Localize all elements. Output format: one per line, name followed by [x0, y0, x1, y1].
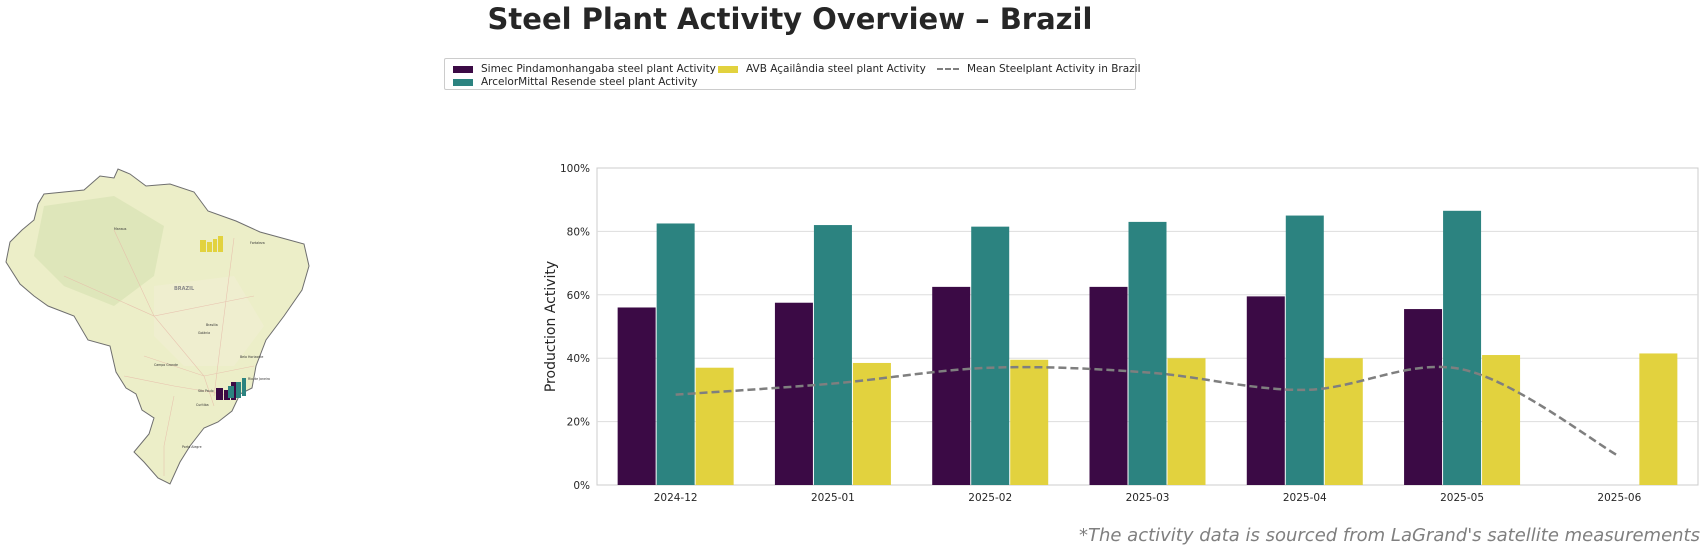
brazil-map: BRAZIL Manaus Fortaleza Brasília Goiânia… — [4, 166, 312, 486]
legend-item: Simec Pindamonhangaba steel plant Activi… — [453, 63, 716, 75]
chart-title: Steel Plant Activity Overview – Brazil — [487, 2, 1093, 36]
legend-item: AVB Açailândia steel plant Activity — [718, 63, 926, 75]
bar — [1089, 286, 1128, 485]
x-tick-label: 2025-03 — [1126, 492, 1170, 504]
x-tick-label: 2025-01 — [811, 492, 855, 504]
bar-chart: 0% 20% 40% 60% 80% 100% 2024-12 2025-01 2025-02 2… — [543, 163, 1699, 504]
legend-item: Mean Steelplant Activity in Brazil — [937, 63, 1141, 75]
bar — [695, 367, 734, 485]
bar — [656, 223, 695, 485]
bar — [1639, 353, 1678, 485]
bar — [852, 362, 891, 485]
mean-activity-line — [675, 365, 1620, 458]
bar — [1324, 358, 1363, 485]
bar — [617, 307, 656, 485]
y-tick-label: 40% — [567, 353, 590, 365]
y-tick-label: 80% — [567, 226, 590, 238]
x-tick-label: 2025-05 — [1440, 492, 1484, 504]
legend-label: ArcelorMittal Resende steel plant Activi… — [481, 76, 698, 88]
legend-swatch — [453, 78, 473, 86]
map-city-label: Porto Alegre — [182, 445, 202, 449]
legend-swatch — [453, 65, 473, 73]
bar — [1128, 221, 1167, 485]
x-tick-label: 2024-12 — [654, 492, 698, 504]
map-country-label: BRAZIL — [174, 286, 195, 292]
bar — [1285, 215, 1324, 486]
bar — [774, 302, 813, 485]
bar — [1404, 309, 1443, 485]
map-city-label: Curitiba — [196, 403, 209, 407]
legend-swatch — [718, 65, 738, 73]
y-tick-label: 20% — [567, 417, 590, 429]
map-city-label: Belo Horizonte — [240, 355, 263, 359]
bar — [971, 226, 1010, 485]
bar — [1010, 359, 1049, 485]
y-tick-label: 100% — [560, 163, 590, 175]
map-city-label: Manaus — [114, 227, 127, 231]
legend-label: Mean Steelplant Activity in Brazil — [967, 63, 1141, 75]
x-tick-label: 2025-06 — [1597, 492, 1641, 504]
legend-label: Simec Pindamonhangaba steel plant Activi… — [481, 63, 716, 75]
legend-label: AVB Açailândia steel plant Activity — [746, 63, 926, 75]
x-tick-label: 2025-04 — [1283, 492, 1327, 504]
map-city-label: Fortaleza — [250, 241, 265, 245]
legend-item: ArcelorMittal Resende steel plant Activi… — [453, 76, 698, 88]
avb-plant-marker — [200, 236, 223, 252]
bar — [1246, 296, 1285, 485]
arcelormittal-plant-marker — [228, 378, 246, 398]
footnote: *The activity data is sourced from LaGra… — [1078, 525, 1700, 546]
x-tick-label: 2025-02 — [968, 492, 1012, 504]
map-city-label: São Paulo — [198, 389, 214, 393]
legend-swatch — [937, 68, 959, 70]
y-tick-label: 60% — [567, 290, 590, 302]
legend: Simec Pindamonhangaba steel plant Activi… — [444, 58, 1141, 90]
bar — [1482, 355, 1521, 485]
bar — [1443, 210, 1482, 486]
y-axis-label: Production Activity — [543, 261, 559, 392]
bar — [813, 225, 852, 485]
bar — [932, 286, 971, 485]
y-tick-label: 0% — [573, 480, 590, 492]
map-city-label: Rio de Janeiro — [248, 377, 270, 381]
map-city-label: Goiânia — [198, 331, 210, 335]
map-city-label: Brasília — [206, 323, 218, 327]
bar — [1167, 358, 1206, 485]
map-city-label: Campo Grande — [154, 363, 178, 367]
